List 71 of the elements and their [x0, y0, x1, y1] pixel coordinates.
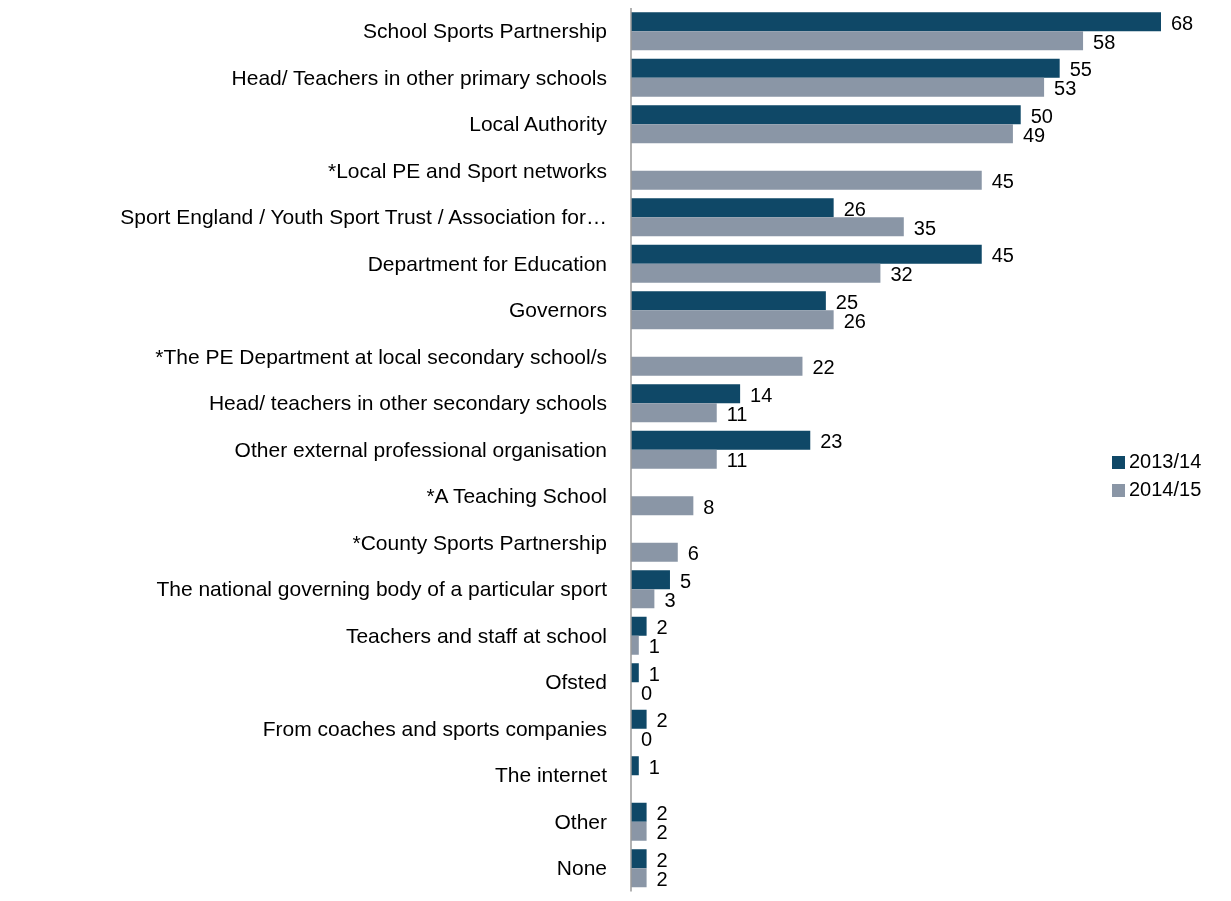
bar — [631, 356, 803, 376]
bar — [631, 263, 881, 283]
bar — [631, 310, 834, 330]
data-label: 22 — [812, 356, 835, 379]
y-tick-label: School Sports Partnership — [363, 19, 607, 43]
bar — [631, 756, 639, 776]
bar — [631, 542, 678, 562]
data-label: 45 — [991, 244, 1014, 267]
bar — [631, 802, 647, 822]
y-tick-label: From coaches and sports companies — [262, 716, 607, 740]
bar — [631, 430, 811, 450]
data-label: 0 — [641, 728, 653, 751]
legend-label: 2013/14 — [1129, 450, 1202, 472]
bar — [631, 170, 982, 190]
y-tick-label: *Local PE and Sport networks — [328, 158, 607, 182]
bar — [631, 821, 647, 841]
y-tick-label: None — [556, 856, 607, 880]
bar — [631, 124, 1013, 144]
data-label: 58 — [1093, 30, 1116, 53]
data-label: 1 — [648, 755, 660, 778]
bar — [631, 384, 741, 404]
bar — [631, 291, 826, 311]
y-tick-label: Ofsted — [545, 670, 607, 694]
y-tick-label: *County Sports Partnership — [352, 530, 607, 554]
bar — [631, 496, 694, 516]
legend-label: 2014/15 — [1129, 478, 1202, 500]
y-tick-label: Other external professional organisation — [234, 437, 607, 461]
bar — [631, 31, 1084, 51]
y-tick-label: Governors — [508, 298, 607, 322]
bar — [631, 244, 982, 264]
bar — [631, 849, 647, 869]
data-label: 26 — [843, 197, 866, 220]
bar — [631, 105, 1021, 125]
bar — [631, 12, 1161, 32]
bar — [631, 77, 1045, 97]
bar — [631, 616, 647, 636]
bar — [631, 403, 717, 423]
data-label: 5 — [679, 569, 692, 592]
data-label: 14 — [750, 383, 773, 406]
data-label: 32 — [890, 263, 913, 286]
data-label: 11 — [726, 449, 748, 472]
y-tick-label: The internet — [494, 763, 608, 787]
data-label: 23 — [820, 430, 843, 453]
bar — [631, 570, 670, 590]
bar — [631, 663, 639, 683]
y-tick-label: Local Authority — [469, 112, 608, 136]
y-tick-label: Teachers and staff at school — [345, 623, 607, 647]
y-tick-label: Head/ Teachers in other primary schools — [231, 65, 607, 89]
data-label: 45 — [991, 170, 1014, 193]
y-tick-label: The national governing body of a particular sport — [156, 577, 608, 601]
bar — [631, 217, 904, 237]
data-label: 11 — [726, 402, 748, 425]
bar — [631, 449, 717, 469]
bar — [631, 868, 647, 888]
y-tick-label: Sport England / Youth Sport Trust / Association for… — [120, 205, 607, 229]
bar — [631, 635, 639, 655]
data-label: 6 — [687, 542, 699, 565]
data-label: 3 — [664, 588, 676, 611]
bar — [631, 58, 1060, 78]
y-tick-label: Department for Education — [367, 251, 607, 275]
data-label: 35 — [913, 216, 937, 239]
bar — [631, 589, 655, 609]
bar — [631, 198, 834, 218]
data-label: 68 — [1171, 11, 1194, 34]
y-tick-label: *The PE Department at local secondary school/s — [155, 344, 607, 368]
data-label: 8 — [703, 495, 715, 518]
data-label: 2 — [656, 709, 668, 732]
y-tick-label: Head/ teachers in other secondary schools — [208, 391, 607, 415]
y-tick-label: *A Teaching School — [426, 484, 607, 508]
bar — [631, 709, 647, 729]
y-tick-label: Other — [554, 809, 607, 833]
